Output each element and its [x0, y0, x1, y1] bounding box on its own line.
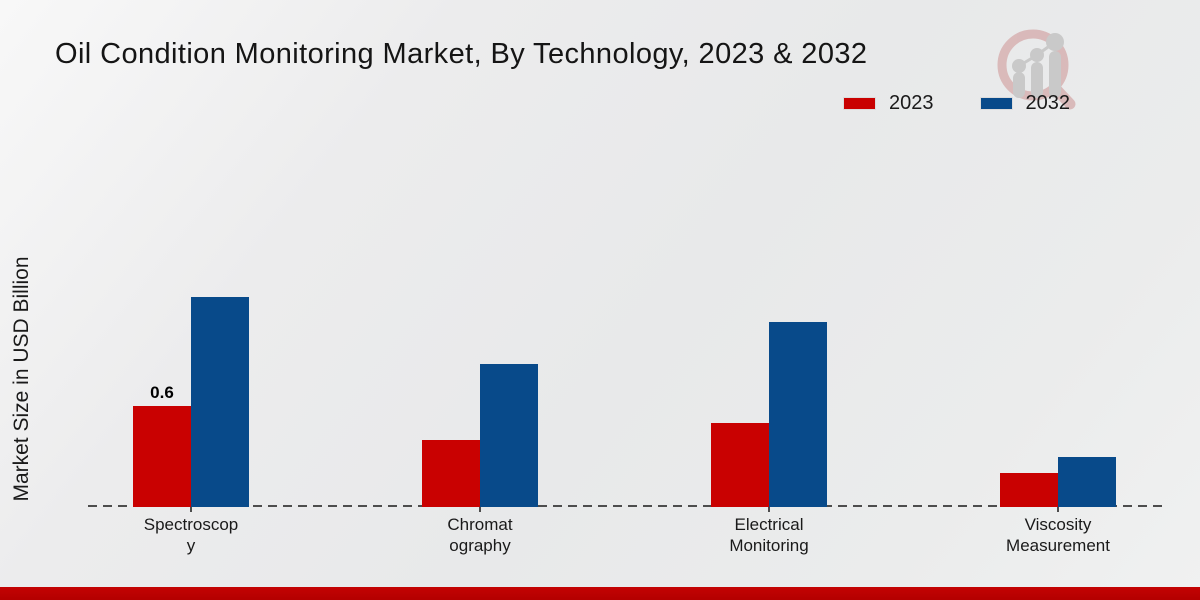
- x-axis-tick: [190, 507, 192, 512]
- category-label-spectroscopy: Spectroscop y: [143, 515, 239, 555]
- bar-2032-electrical-monitoring: [769, 322, 827, 507]
- chart-title: Oil Condition Monitoring Market, By Tech…: [55, 38, 868, 70]
- x-axis-tick: [768, 507, 770, 512]
- x-axis-tick: [479, 507, 481, 512]
- legend-label-2023: 2023: [889, 92, 934, 114]
- bar-2032-chromatography: [480, 364, 538, 507]
- magnifier-bar-chart-logo-icon: [997, 29, 1076, 110]
- legend: 2023 2032: [843, 92, 1070, 115]
- category-label-viscosity-measurement: Viscosity Measurement: [1006, 515, 1110, 555]
- bar-2023-electrical-monitoring: [711, 423, 769, 507]
- x-axis-line: [88, 505, 1165, 507]
- category-label-electrical-monitoring: Electrical Monitoring: [729, 515, 809, 555]
- bar-2032-spectroscopy: [191, 297, 249, 507]
- x-axis-tick: [1057, 507, 1059, 512]
- legend-label-2032: 2032: [1025, 92, 1071, 114]
- bar-2032-viscosity-measurement: [1058, 457, 1116, 507]
- bar-2023-viscosity-measurement: [1000, 473, 1058, 507]
- legend-swatch-2032: [979, 97, 1013, 110]
- legend-swatch-2023: [843, 97, 876, 110]
- bar-2023-spectroscopy: [133, 406, 191, 507]
- bar-2023-chromatography: [422, 440, 480, 507]
- footer-accent-bar: [0, 587, 1200, 600]
- legend-item-2032: 2032: [979, 92, 1071, 115]
- category-label-chromatography: Chromat ography: [447, 515, 513, 555]
- bar-value-label-2023-spectroscopy: 0.6: [150, 383, 174, 402]
- legend-item-2023: 2023: [843, 92, 934, 115]
